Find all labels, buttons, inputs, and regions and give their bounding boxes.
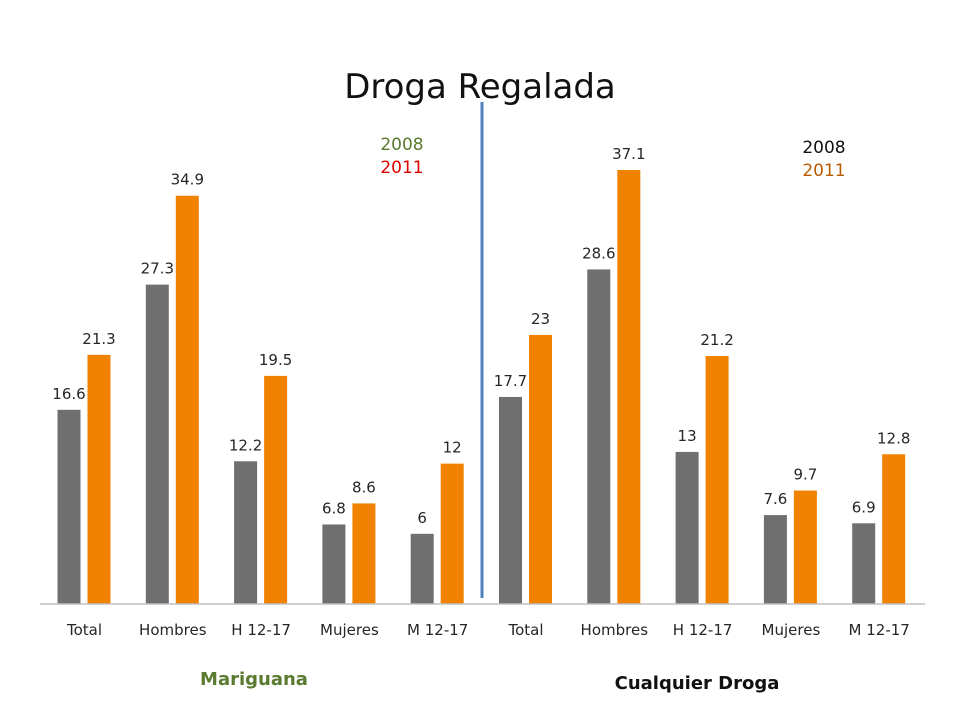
bar-2011-mariguana-mujeres (352, 503, 376, 604)
bar-2008-cualquier-droga-h-12-17 (675, 451, 699, 604)
bar-2011-cualquier-droga-m-12-17 (882, 454, 906, 604)
data-label: 6.9 (852, 498, 876, 516)
bar-2011-cualquier-droga-mujeres (793, 490, 817, 604)
data-label: 37.1 (612, 145, 645, 163)
category-label: Hombres (139, 621, 207, 639)
data-label: 6.8 (322, 499, 346, 517)
data-label: 34.9 (171, 171, 204, 189)
category-label: Mujeres (320, 621, 379, 639)
chart-title: Droga Regalada (344, 67, 616, 107)
bar-2008-mariguana-total (57, 409, 81, 604)
data-label: 12 (443, 439, 462, 457)
group-label: Cualquier Droga (615, 673, 780, 694)
bar-2008-cualquier-droga-m-12-17 (852, 523, 876, 604)
data-label: 7.6 (763, 490, 787, 508)
category-label: Total (507, 621, 543, 639)
category-label: H 12-17 (231, 621, 291, 639)
bar-2008-mariguana-hombres (145, 284, 169, 604)
bar-2008-mariguana-m-12-17 (410, 533, 434, 604)
bar-2011-mariguana-hombres (175, 195, 199, 605)
data-label: 8.6 (352, 478, 376, 496)
category-label: Total (66, 621, 102, 639)
bar-2011-mariguana-total (87, 354, 111, 604)
data-label: 12.2 (229, 436, 262, 454)
category-label: M 12-17 (407, 621, 468, 639)
data-label: 21.3 (82, 330, 115, 348)
bar-2008-mariguana-h-12-17 (234, 461, 258, 604)
bar-2011-mariguana-h-12-17 (264, 375, 288, 604)
bar-2011-cualquier-droga-total (529, 334, 552, 604)
data-label: 21.2 (700, 331, 733, 349)
legend-entry-2008: 2008 (802, 138, 845, 158)
category-label: H 12-17 (673, 621, 733, 639)
data-label: 23 (531, 310, 550, 328)
data-label: 28.6 (582, 244, 615, 262)
bar-2008-mariguana-mujeres (322, 524, 346, 604)
data-label: 6 (417, 509, 427, 527)
category-label: Mujeres (762, 621, 821, 639)
legend-entry-2008: 2008 (380, 135, 423, 155)
legend-entry-2011: 2011 (802, 161, 845, 181)
data-label: 13 (678, 427, 697, 445)
bar-2008-cualquier-droga-total (499, 396, 522, 604)
bar-2011-mariguana-m-12-17 (440, 463, 464, 604)
data-label: 19.5 (259, 351, 292, 369)
category-label: Hombres (581, 621, 649, 639)
bar-2011-cualquier-droga-hombres (617, 170, 641, 604)
data-label: 16.6 (52, 385, 85, 403)
legend-entry-2011: 2011 (380, 158, 423, 178)
group-label: Mariguana (200, 669, 308, 690)
data-label: 27.3 (141, 260, 174, 278)
bar-2011-cualquier-droga-h-12-17 (705, 356, 729, 604)
category-label: M 12-17 (849, 621, 910, 639)
data-label: 12.8 (877, 429, 910, 447)
bar-2008-cualquier-droga-mujeres (763, 515, 787, 604)
bar-2008-cualquier-droga-hombres (587, 269, 611, 604)
data-label: 17.7 (494, 372, 527, 390)
data-label: 9.7 (793, 466, 817, 484)
